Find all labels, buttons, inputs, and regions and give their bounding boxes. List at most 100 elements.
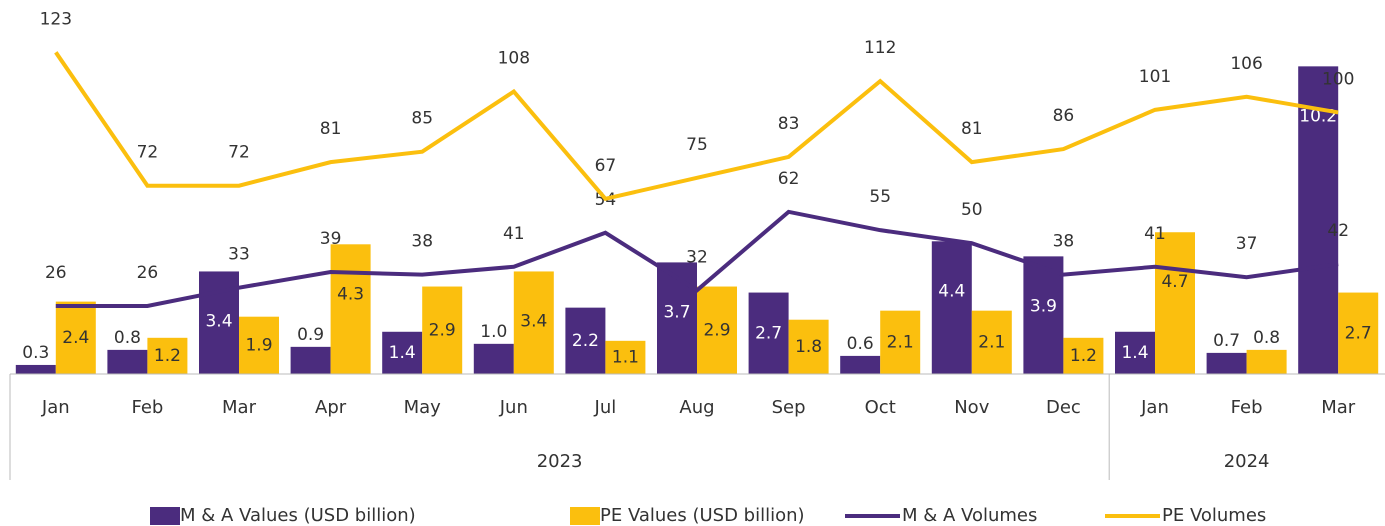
bar: [107, 349, 148, 374]
bar-value-label: 0.6: [847, 334, 874, 354]
line-value-label: 83: [778, 114, 800, 134]
bar: [15, 364, 56, 374]
x-tick-label: Dec: [1046, 397, 1081, 418]
line-value-label: 32: [686, 247, 708, 267]
x-tick-label: Jan: [1140, 397, 1169, 418]
line-value-label: 41: [503, 224, 525, 244]
line-value-label: 42: [1327, 221, 1349, 241]
bar-value-label: 2.1: [887, 332, 914, 352]
line-value-label: 123: [40, 9, 72, 29]
bar: [290, 346, 331, 374]
line-value-label: 38: [411, 232, 433, 252]
x-group-label: 2024: [1224, 451, 1270, 472]
x-tick-label: Feb: [131, 397, 163, 418]
line-value-label: 85: [411, 109, 433, 129]
bar: [605, 340, 646, 374]
line-value-label: 81: [961, 119, 983, 139]
line-value-label: 72: [137, 143, 159, 163]
bar: [788, 319, 829, 374]
line-value-label: 38: [1053, 232, 1075, 252]
bar-value-label: 0.8: [1253, 328, 1280, 348]
bar: [1155, 232, 1195, 374]
x-tick-label: Jan: [41, 397, 70, 418]
bar-value-label: 2.7: [1345, 323, 1372, 343]
bar-value-label: 2.1: [978, 332, 1005, 352]
bar: [840, 355, 881, 374]
x-tick-label: Sep: [772, 397, 806, 418]
bar-value-label: 3.9: [1030, 296, 1057, 316]
bar-value-label: 3.4: [205, 311, 232, 331]
bar: [1063, 337, 1104, 374]
bar-value-label: 1.4: [1121, 343, 1148, 363]
bar: [971, 310, 1012, 374]
bar-value-label: 1.4: [389, 343, 416, 363]
line-value-label: 67: [595, 156, 617, 176]
bar-value-label: 1.2: [154, 346, 181, 366]
line-value-label: 106: [1230, 54, 1262, 74]
bar-value-label: 0.9: [297, 325, 324, 345]
line-value-label: 75: [686, 135, 708, 155]
line-value-label: 100: [1322, 69, 1354, 89]
line-value-label: 39: [320, 229, 342, 249]
line-series: [54, 51, 1339, 201]
x-tick-label: May: [404, 397, 442, 418]
x-group-label: 2023: [537, 451, 583, 472]
line-value-label: 81: [320, 119, 342, 139]
line-value-label: 62: [778, 169, 800, 189]
bar: [1206, 352, 1247, 374]
line-value-label: 50: [961, 200, 983, 220]
line-value-label: 37: [1236, 234, 1258, 254]
bar: [382, 331, 423, 374]
bar-value-label: 2.9: [703, 320, 730, 340]
bar-value-label: 2.9: [429, 320, 456, 340]
bar: [422, 286, 463, 374]
bar: [55, 301, 96, 374]
line-value-label: 108: [498, 49, 530, 69]
legend-label: M & A Volumes: [902, 505, 1037, 526]
bar: [565, 307, 606, 374]
line-value-label: 41: [1144, 224, 1166, 244]
x-tick-label: Nov: [954, 397, 989, 418]
bar: [697, 286, 737, 374]
legend-swatch: [570, 507, 600, 525]
bar: [1298, 66, 1339, 375]
line-value-label: 33: [228, 245, 250, 265]
bar: [473, 343, 514, 374]
legend-label: PE Volumes: [1162, 505, 1266, 526]
bar: [657, 262, 697, 374]
bar: [1338, 292, 1379, 374]
x-tick-label: Mar: [1321, 397, 1356, 418]
x-tick-label: Oct: [865, 397, 896, 418]
bar-value-label: 3.4: [520, 311, 547, 331]
bar: [330, 244, 371, 374]
x-tick-label: Mar: [222, 397, 257, 418]
legend-swatch: [150, 507, 180, 525]
bar: [239, 316, 279, 374]
line-series: [55, 209, 1339, 308]
bar: [1115, 331, 1155, 374]
bar-value-label: 4.4: [938, 281, 965, 301]
bar-value-label: 0.3: [22, 343, 49, 363]
bar-value-label: 2.7: [755, 323, 782, 343]
bar-value-label: 0.8: [114, 328, 141, 348]
legend-label: PE Values (USD billion): [600, 505, 805, 526]
bar-value-label: 1.8: [795, 337, 822, 357]
bar-value-label: 3.7: [663, 302, 690, 322]
bar: [147, 337, 188, 374]
line-value-label: 101: [1139, 67, 1171, 87]
bar-value-label: 0.7: [1213, 331, 1240, 351]
bar: [513, 271, 554, 374]
line-value-label: 72: [228, 143, 250, 163]
line-value-label: 112: [864, 38, 896, 58]
bar-value-label: 1.0: [480, 322, 507, 342]
bar-value-label: 1.9: [245, 335, 272, 355]
bar-value-label: 4.3: [337, 284, 364, 304]
bar-value-label: 4.7: [1161, 272, 1188, 292]
bar: [748, 292, 789, 374]
line-value-label: 55: [869, 187, 891, 207]
bar: [931, 241, 972, 374]
bar-value-label: 2.4: [62, 328, 89, 348]
bar-value-label: 2.2: [572, 331, 599, 351]
bar: [1246, 349, 1287, 374]
